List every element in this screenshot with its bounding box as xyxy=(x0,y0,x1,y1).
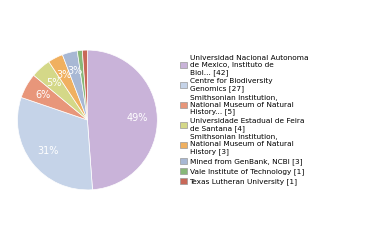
Wedge shape xyxy=(21,75,87,120)
Wedge shape xyxy=(49,55,87,120)
Text: 31%: 31% xyxy=(37,146,58,156)
Wedge shape xyxy=(17,97,92,190)
Text: 49%: 49% xyxy=(127,113,149,123)
Wedge shape xyxy=(77,50,87,120)
Legend: Universidad Nacional Autonoma
de Mexico, Instituto de
Biol... [42], Centre for B: Universidad Nacional Autonoma de Mexico,… xyxy=(179,54,310,186)
Text: 5%: 5% xyxy=(46,78,62,88)
Text: 3%: 3% xyxy=(57,70,72,80)
Text: 6%: 6% xyxy=(36,90,51,100)
Wedge shape xyxy=(34,62,87,120)
Wedge shape xyxy=(82,50,87,120)
Wedge shape xyxy=(62,51,87,120)
Text: 3%: 3% xyxy=(67,66,82,76)
Wedge shape xyxy=(87,50,157,190)
